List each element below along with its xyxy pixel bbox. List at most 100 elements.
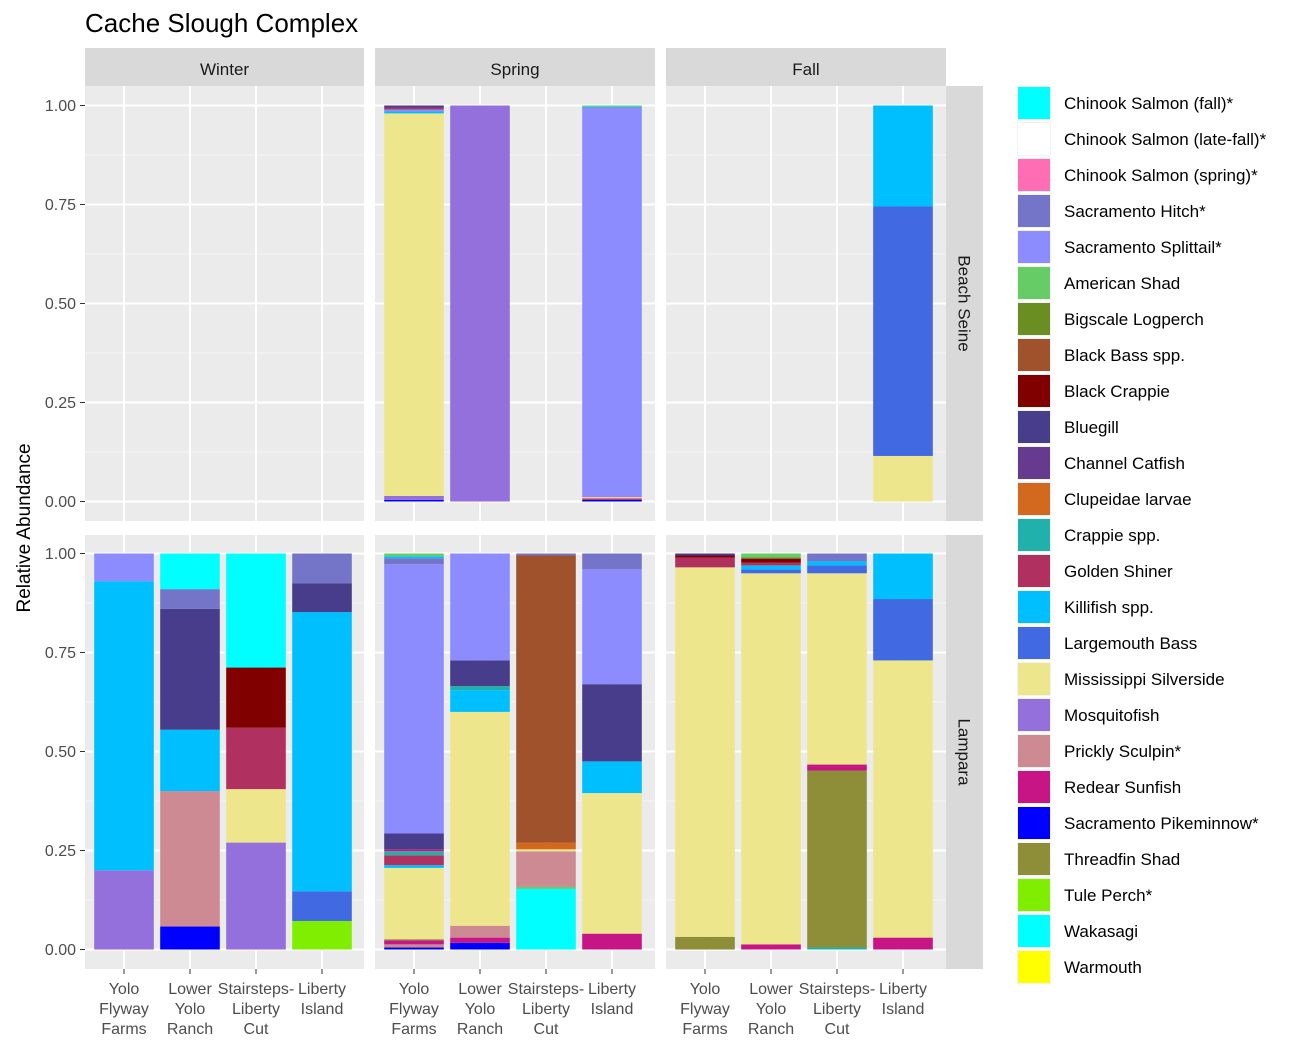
legend-item-mississippi-silverside: Mississippi Silverside (1017, 662, 1225, 696)
legend-item-redear-sunfish: Redear Sunfish (1017, 770, 1181, 804)
legend-label: Prickly Sculpin* (1064, 742, 1182, 761)
bar-segment-sacramento-hitch (807, 553, 867, 562)
bar-segment-sacramento-splittail (384, 564, 444, 834)
legend-label: Bigscale Logperch (1064, 310, 1204, 329)
bar-segment-redear-sunfish (450, 937, 510, 943)
bar-segment-killifish-spp (450, 690, 510, 712)
bar-segment-sacramento-splittail (582, 569, 642, 685)
bar-segment-killifish-spp (160, 729, 220, 792)
legend-swatch (1018, 915, 1050, 947)
x-tick-label-yolo-flyway-farms: Yolo Flyway Farms (680, 981, 730, 1038)
bar-segment-killifish-spp (807, 561, 867, 566)
bar-segment-bluegill (450, 660, 510, 687)
legend-swatch (1018, 879, 1050, 911)
bar-segment-largemouth-bass (741, 569, 801, 574)
panel-lampara-spring (375, 535, 655, 969)
legend-item-chinook-salmon-spring: Chinook Salmon (spring)* (1017, 158, 1258, 192)
x-tick-label-yolo-flyway-farms: Yolo Flyway Farms (99, 981, 149, 1038)
bar-segment-sacramento-pikeminnow (582, 499, 642, 502)
bar-segment-american-shad (582, 105, 642, 107)
bar-segment-crappie-spp (450, 686, 510, 691)
bar-segment-killifish-spp (384, 111, 444, 114)
bar-segment-largemouth-bass (873, 599, 933, 661)
y-tick-label: 0.00 (45, 494, 76, 511)
bar-segment-wakasagi (160, 553, 220, 590)
legend-swatch (1018, 159, 1050, 191)
bar-segment-sacramento-hitch (516, 553, 576, 556)
bar-segment-black-crappie (741, 558, 801, 563)
legend-label: Sacramento Hitch* (1064, 202, 1206, 221)
bar-segment-largemouth-bass (807, 565, 867, 574)
bar-segment-sacramento-hitch (582, 553, 642, 570)
bar-segment-redear-sunfish (582, 933, 642, 950)
x-tick-label-stairsteps-liberty-cut: Stairsteps-Liberty Cut (508, 981, 584, 1038)
bar-segment-killifish-spp (582, 106, 642, 108)
strip-fall (666, 48, 946, 86)
bar-segment-sacramento-pikeminnow (160, 926, 220, 950)
bar-segment-sacramento-hitch (160, 589, 220, 609)
bar-segment-sacramento-pikeminnow (384, 499, 444, 502)
legend-label: Mississippi Silverside (1064, 670, 1225, 689)
x-tick-label-stairsteps-liberty-cut: Stairsteps-Liberty Cut (799, 981, 875, 1038)
y-tick-label: 0.25 (45, 843, 76, 860)
bar-segment-redear-sunfish (741, 944, 801, 950)
bar-segment-killifish-spp (292, 612, 352, 892)
bar-segment-threadfin-shad (675, 936, 735, 950)
legend-item-mosquitofish: Mosquitofish (1017, 698, 1159, 732)
legend-label: Sacramento Splittail* (1064, 238, 1222, 257)
bar-segment-sacramento-splittail (450, 553, 510, 661)
bar-segment-sacramento-hitch (384, 558, 444, 565)
bar-segment-clupeidae-larvae (516, 842, 576, 850)
legend-swatch (1018, 951, 1050, 983)
bar-segment-mississippi-silverside (873, 455, 933, 502)
y-tick-label: 0.50 (45, 296, 76, 313)
bar-segment-mississippi-silverside (873, 660, 933, 938)
y-tick-label: 1.00 (45, 98, 76, 115)
legend-item-sacramento-pikeminnow: Sacramento Pikeminnow* (1017, 806, 1259, 840)
bar-segment-killifish-spp (873, 553, 933, 600)
legend-item-black-crappie: Black Crappie (1017, 374, 1170, 408)
legend-swatch (1018, 87, 1050, 119)
legend-swatch (1018, 483, 1050, 515)
x-tick-label-liberty-island: Liberty Island (879, 981, 927, 1018)
bar-segment-largemouth-bass (292, 891, 352, 921)
facet-panels (85, 86, 946, 969)
bar-segment-bluegill (160, 608, 220, 730)
strip-spring (375, 48, 655, 86)
legend-label: Chinook Salmon (spring)* (1064, 166, 1258, 185)
bar-segment-redear-sunfish (384, 940, 444, 945)
legend-swatch (1018, 375, 1050, 407)
bar-segment-sacramento-splittail (384, 109, 444, 112)
strip-label-winter: Winter (200, 60, 249, 79)
bar-segment-sacramento-hitch (292, 553, 352, 584)
legend: Chinook Salmon (fall)* Chinook Salmon (la… (1017, 86, 1267, 984)
chart-title: Cache Slough Complex (85, 8, 358, 38)
bar-segment-sacramento-splittail (94, 553, 154, 582)
legend-item-threadfin-shad: Threadfin Shad (1017, 842, 1180, 876)
bar-segment-bluegill (292, 583, 352, 613)
bar-segment-killifish-spp (94, 581, 154, 871)
legend-label: Threadfin Shad (1064, 850, 1180, 869)
panel-beach-seine-spring (375, 86, 655, 521)
legend-label: Crappie spp. (1064, 526, 1160, 545)
bar-segment-threadfin-shad (384, 939, 444, 941)
x-tick-label-yolo-flyway-farms: Yolo Flyway Farms (389, 981, 439, 1038)
bar-segment-mosquitofish (226, 842, 286, 950)
bar-segment-mississippi-silverside (675, 567, 735, 937)
bar-segment-threadfin-shad (807, 770, 867, 948)
bar-segment-black-bass-spp (516, 555, 576, 843)
strip-label-beach-seine: Beach Seine (955, 255, 974, 351)
y-tick-label: 0.50 (45, 744, 76, 761)
bar-segment-wakasagi (226, 553, 286, 668)
bar-segment-bigscale-logperch (741, 557, 801, 559)
legend-item-warmouth: Warmouth (1017, 950, 1142, 984)
bar-segment-american-shad (384, 553, 444, 557)
bar-segment-redear-sunfish (807, 764, 867, 771)
bar-segment-golden-shiner (582, 498, 642, 500)
bar-segment-killifish-spp (741, 565, 801, 570)
bar-segment-american-shad (741, 553, 801, 558)
legend-item-chinook-salmon-fall: Chinook Salmon (fall)* (1017, 86, 1234, 120)
bar-segment-sacramento-pikeminnow (384, 947, 444, 950)
legend-label: Chinook Salmon (late-fall)* (1064, 130, 1267, 149)
